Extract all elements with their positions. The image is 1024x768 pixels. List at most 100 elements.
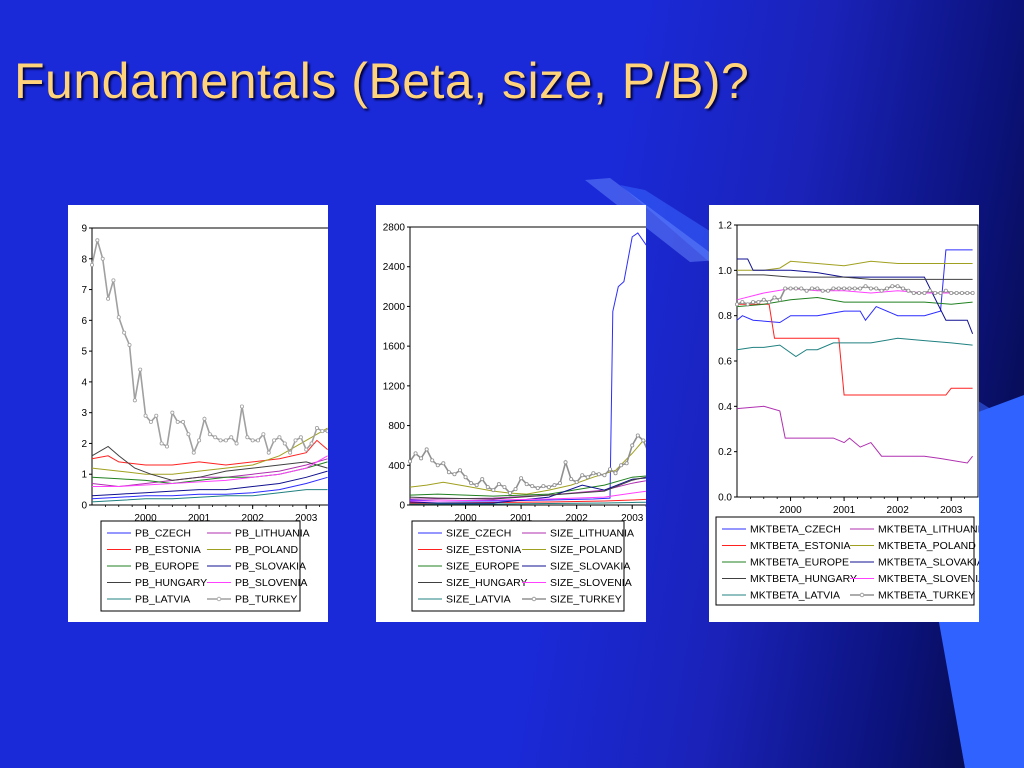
x-tick-label: 2002 [242, 513, 265, 524]
series-point-pb_turkey [320, 429, 325, 434]
series-point-size_turkey [557, 481, 562, 486]
y-tick-label: 9 [81, 224, 87, 235]
series-point-mktbeta_turkey [799, 286, 804, 291]
series-point-size_turkey [541, 484, 546, 489]
x-tick-label: 2002 [887, 505, 910, 516]
series-point-pb_turkey [175, 419, 180, 424]
series-line-pb_slovakia [91, 470, 328, 497]
series-point-size_turkey [624, 461, 629, 466]
y-tick-label: 7 [81, 285, 87, 296]
legend-box [715, 516, 975, 606]
y-tick-label: 400 [388, 461, 405, 472]
series-point-pb_turkey [239, 404, 244, 409]
legend-label: PB_EUROPE [135, 561, 199, 573]
series-point-pb_turkey [256, 438, 261, 443]
x-tick-label: 2003 [940, 505, 963, 516]
series-point-pb_turkey [89, 262, 94, 267]
series-line-mktbeta_czech [736, 249, 973, 324]
legend-label: MKTBETA_LATVIA [750, 590, 840, 602]
series-line-pb_turkey [91, 240, 328, 456]
series-point-mktbeta_turkey [761, 297, 766, 302]
series-point-mktbeta_turkey [772, 295, 777, 300]
series-point-size_turkey [569, 477, 574, 482]
series-point-size_turkey [485, 485, 490, 490]
legend-label: SIZE_SLOVENIA [550, 577, 632, 589]
series-point-mktbeta_turkey [922, 291, 927, 296]
series-point-pb_turkey [245, 435, 250, 440]
legend-box [411, 520, 625, 612]
series-point-size_turkey [480, 477, 485, 482]
series-point-size_turkey [469, 481, 474, 486]
chart-panel-pb: 0 1 2 3 4 5 6 7 8 9 2000 2001 2002 2003 PB_CZECH PB_LIT… [68, 205, 328, 622]
x-tick-label: 2001 [188, 513, 211, 524]
series-point-size_turkey [613, 471, 618, 476]
series-point-size_turkey [641, 438, 646, 443]
x-tick-label: 2001 [833, 505, 856, 516]
legend-label: SIZE_TURKEY [550, 594, 622, 606]
series-point-mktbeta_turkey [868, 286, 873, 291]
series-point-mktbeta_turkey [815, 286, 820, 291]
series-point-mktbeta_turkey [842, 286, 847, 291]
series-point-pb_turkey [250, 438, 255, 443]
series-point-size_turkey [519, 476, 524, 481]
legend-label: PB_ESTONIA [135, 544, 201, 556]
series-point-pb_turkey [138, 367, 143, 372]
series-point-mktbeta_turkey [863, 284, 868, 289]
series-line-pb_lithuania [91, 458, 328, 488]
legend-label: SIZE_LATVIA [446, 594, 511, 606]
y-tick-label: 4 [81, 377, 87, 388]
series-point-mktbeta_turkey [933, 291, 938, 296]
series-line-mktbeta_estonia [737, 303, 973, 396]
series-point-pb_turkey [304, 447, 309, 452]
legend-label: MKTBETA_TURKEY [878, 590, 975, 602]
y-tick-label: 1200 [383, 381, 406, 392]
y-tick-label: 0.2 [718, 447, 732, 458]
y-tick-label: 8 [81, 254, 87, 265]
legend-label: MKTBETA_CZECH [750, 524, 841, 536]
series-point-mktbeta_turkey [836, 286, 841, 291]
series-point-pb_turkey [154, 413, 159, 418]
series-point-mktbeta_turkey [959, 291, 964, 296]
chart-panel-mktbeta: 0.0 0.2 0.4 0.6 0.8 1.0 1.2 2000 2001 2002 2003 MKT… [709, 205, 979, 622]
slide-title: Fundamentals (Beta, size, P/B)? [14, 53, 750, 109]
y-tick-label: 1 [81, 470, 87, 481]
series-point-pb_turkey [325, 429, 328, 434]
series-point-pb_turkey [132, 398, 137, 403]
y-tick-label: 1600 [383, 342, 406, 353]
series-point-size_turkey [552, 483, 557, 488]
series-line-size_latvia [410, 501, 646, 505]
legend-label: PB_HUNGARY [135, 577, 207, 589]
series-point-mktbeta_turkey [927, 288, 932, 293]
y-tick-label: 2000 [383, 302, 406, 313]
series-point-pb_turkey [148, 419, 153, 424]
plot-frame [736, 224, 979, 498]
series-point-size_turkey [546, 485, 551, 490]
series-point-mktbeta_turkey [847, 286, 852, 291]
legend-label: SIZE_POLAND [550, 544, 623, 556]
size-chart: 0 400 800 1200 1600 2000 2400 2800 2000 2001 2002 2… [383, 223, 646, 612]
series-point-size_turkey [635, 433, 640, 438]
legend-label: SIZE_EUROPE [446, 561, 520, 573]
series-line-mktbeta_lithuania [736, 405, 973, 464]
legend-label: MKTBETA_ESTONIA [750, 540, 851, 552]
series-point-size_turkey [563, 460, 568, 465]
series-line-mktbeta_latvia [736, 337, 973, 358]
series-point-size_turkey [441, 461, 446, 466]
chart-panel-size: 0 400 800 1200 1600 2000 2400 2800 2000 2001 2002 2… [376, 205, 646, 622]
legend-label: SIZE_SLOVAKIA [550, 561, 630, 573]
series-point-pb_turkey [164, 444, 169, 449]
series-point-mktbeta_turkey [911, 291, 916, 296]
legend-label: PB_LATVIA [135, 594, 190, 606]
legend-label: MKTBETA_LITHUANIA [878, 524, 979, 536]
legend-label: PB_SLOVENIA [235, 577, 307, 589]
x-tick-label: 2001 [510, 513, 533, 524]
series-point-pb_turkey [191, 450, 196, 455]
series-point-pb_turkey [143, 413, 148, 418]
legend-label: MKTBETA_SLOVENIA [878, 573, 979, 585]
legend-label: MKTBETA_EUROPE [750, 557, 849, 569]
series-point-mktbeta_turkey [809, 286, 814, 291]
y-tick-label: 0.8 [718, 311, 732, 322]
legend-label: SIZE_LITHUANIA [550, 528, 634, 540]
series-point-mktbeta_turkey [831, 286, 836, 291]
series-point-mktbeta_turkey [954, 291, 959, 296]
